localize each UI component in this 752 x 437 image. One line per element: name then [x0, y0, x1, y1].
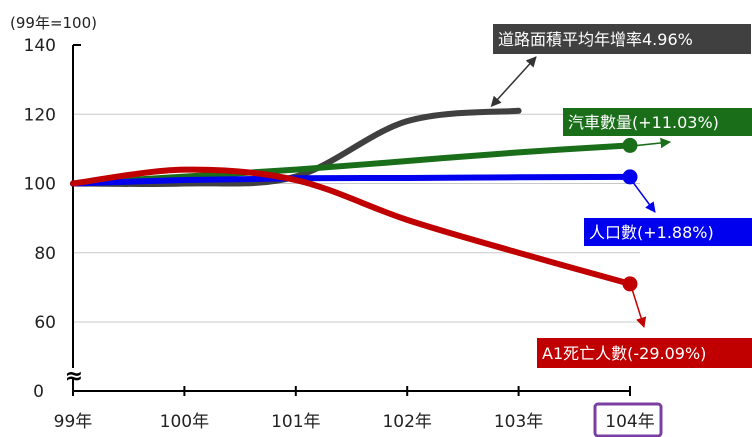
series-end-marker	[622, 276, 638, 292]
series-line	[70, 166, 633, 287]
series-line	[70, 142, 633, 187]
y-tick-label: 60	[34, 313, 56, 333]
y-tick-label: 80	[34, 244, 56, 264]
y-tick-label: 120	[24, 105, 56, 125]
label-arrow	[631, 180, 656, 213]
series-end-marker	[622, 169, 638, 185]
series-labels: 道路面積平均年增率4.96% 汽車數量(+11.03%) 人口數(+1.88%) A1…	[490, 24, 752, 368]
y-tick-label: 100	[24, 175, 56, 195]
axes: (99年=100) 0 60 80 100 120 140 ≈99年 100年 101年 102年 1…	[10, 14, 663, 437]
series-line	[70, 173, 633, 187]
x-tick-label: 99年	[54, 412, 93, 432]
series-lines	[70, 107, 638, 292]
x-tick-label: 104年	[605, 412, 654, 432]
y-tick-label: 140	[24, 36, 56, 56]
y-unit-label: (99年=100)	[10, 14, 97, 32]
series-label: 汽車數量(+11.03%)	[568, 113, 719, 132]
series-label-box	[584, 218, 752, 246]
axis-break-symbol: ≈	[65, 364, 83, 389]
highlight-box	[593, 402, 663, 437]
series-label-box	[563, 108, 752, 136]
series-label-box	[493, 24, 751, 54]
series-label: 道路面積平均年增率4.96%	[498, 30, 693, 49]
series-label: 人口數(+1.88%)	[589, 223, 714, 242]
x-tick-label: 102年	[382, 412, 431, 432]
label-arrow	[631, 288, 647, 329]
x-tick-label: 101年	[271, 412, 320, 432]
x-tick-label: 100年	[160, 412, 209, 432]
x-tick-label: 103年	[494, 412, 543, 432]
series-end-marker	[622, 137, 638, 153]
series-label-box	[537, 338, 752, 368]
label-arrow	[490, 56, 537, 107]
y-tick-label: 0	[33, 382, 44, 402]
series-label: A1死亡人數(-29.09%)	[542, 344, 706, 363]
label-arrow	[631, 137, 672, 149]
